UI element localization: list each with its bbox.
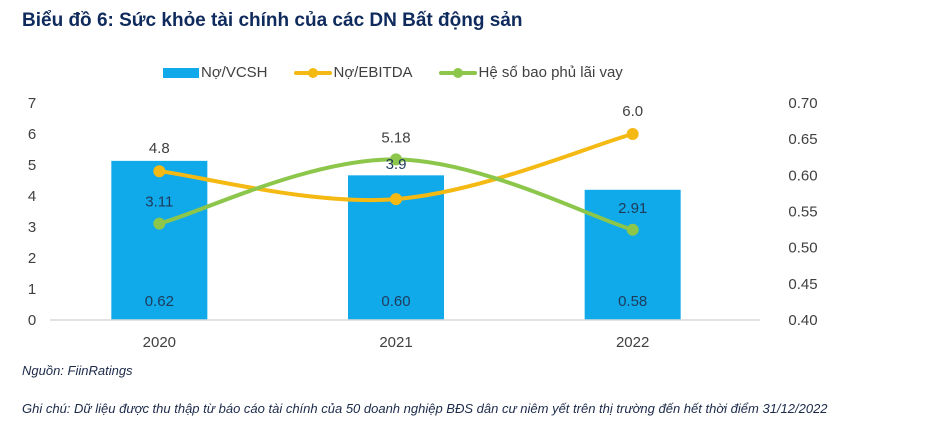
legend-swatch-bar — [163, 67, 199, 78]
right-axis-tick: 0.50 — [788, 240, 817, 257]
legend-swatch-line — [293, 67, 332, 78]
chart-title: Biểu đồ 6: Sức khỏe tài chính của các DN… — [22, 10, 523, 31]
legend-swatch-line — [438, 67, 477, 78]
legend-item-debt-equity: Nợ/VCSH — [163, 64, 268, 81]
point-debt-ebitda — [153, 165, 166, 178]
legend-item-debt-ebitda: Nợ/EBITDA — [293, 64, 413, 81]
legend-label: Hệ số bao phủ lãi vay — [478, 64, 623, 81]
data-label-debt-ebitda: 3.9 — [386, 156, 407, 173]
left-axis-tick: 5 — [28, 157, 36, 174]
data-label-debt-equity: 0.62 — [145, 293, 174, 310]
x-axis-tick: 2022 — [616, 334, 649, 351]
chart-area: 0 1 2 3 4 5 6 7 0.40 0.45 0.50 0.55 0.60 0.65 0.70 2020… — [28, 95, 818, 351]
left-axis-tick: 4 — [28, 188, 36, 205]
data-label-debt-ebitda: 4.8 — [149, 140, 170, 157]
legend-label: Nợ/VCSH — [201, 64, 268, 81]
left-axis-tick: 0 — [28, 312, 36, 329]
right-axis-tick: 0.70 — [788, 95, 817, 112]
data-label-debt-equity: 0.60 — [381, 293, 410, 310]
source-note: Nguồn: FiinRatings — [22, 363, 133, 378]
right-axis-tick: 0.40 — [788, 312, 817, 329]
point-debt-ebitda — [626, 128, 639, 140]
x-axis-tick: 2021 — [379, 334, 412, 351]
right-axis-tick: 0.65 — [788, 131, 817, 148]
legend: Nợ/VCSH Nợ/EBITDA Hệ số bao phủ lãi vay — [163, 64, 649, 81]
bar-debt-equity — [111, 160, 208, 320]
point-interest-coverage — [626, 223, 639, 236]
data-label-debt-ebitda: 6.0 — [622, 103, 643, 120]
data-label-debt-equity: 0.58 — [618, 293, 647, 310]
footnote: Ghi chú: Dữ liệu được thu thập từ báo cá… — [22, 401, 828, 416]
right-axis-tick: 0.60 — [788, 167, 817, 184]
legend-label: Nợ/EBITDA — [333, 64, 413, 81]
data-label-interest-coverage: 3.11 — [145, 194, 173, 211]
bar-debt-equity — [584, 189, 681, 320]
x-axis-tick: 2020 — [143, 334, 176, 351]
left-axis-tick: 3 — [28, 219, 36, 236]
right-axis-tick: 0.55 — [788, 204, 817, 221]
point-interest-coverage — [153, 217, 166, 230]
data-label-interest-coverage: 5.18 — [381, 129, 410, 146]
left-axis-tick: 2 — [28, 250, 36, 267]
left-axis-tick: 1 — [28, 281, 36, 298]
legend-item-interest-coverage: Hệ số bao phủ lãi vay — [438, 64, 623, 81]
data-label-interest-coverage: 2.91 — [618, 200, 647, 217]
right-axis-tick: 0.45 — [788, 276, 817, 293]
point-debt-ebitda — [390, 193, 402, 206]
left-axis-tick: 6 — [28, 126, 36, 143]
left-axis-tick: 7 — [28, 95, 36, 112]
point-interest-coverage — [390, 153, 402, 166]
